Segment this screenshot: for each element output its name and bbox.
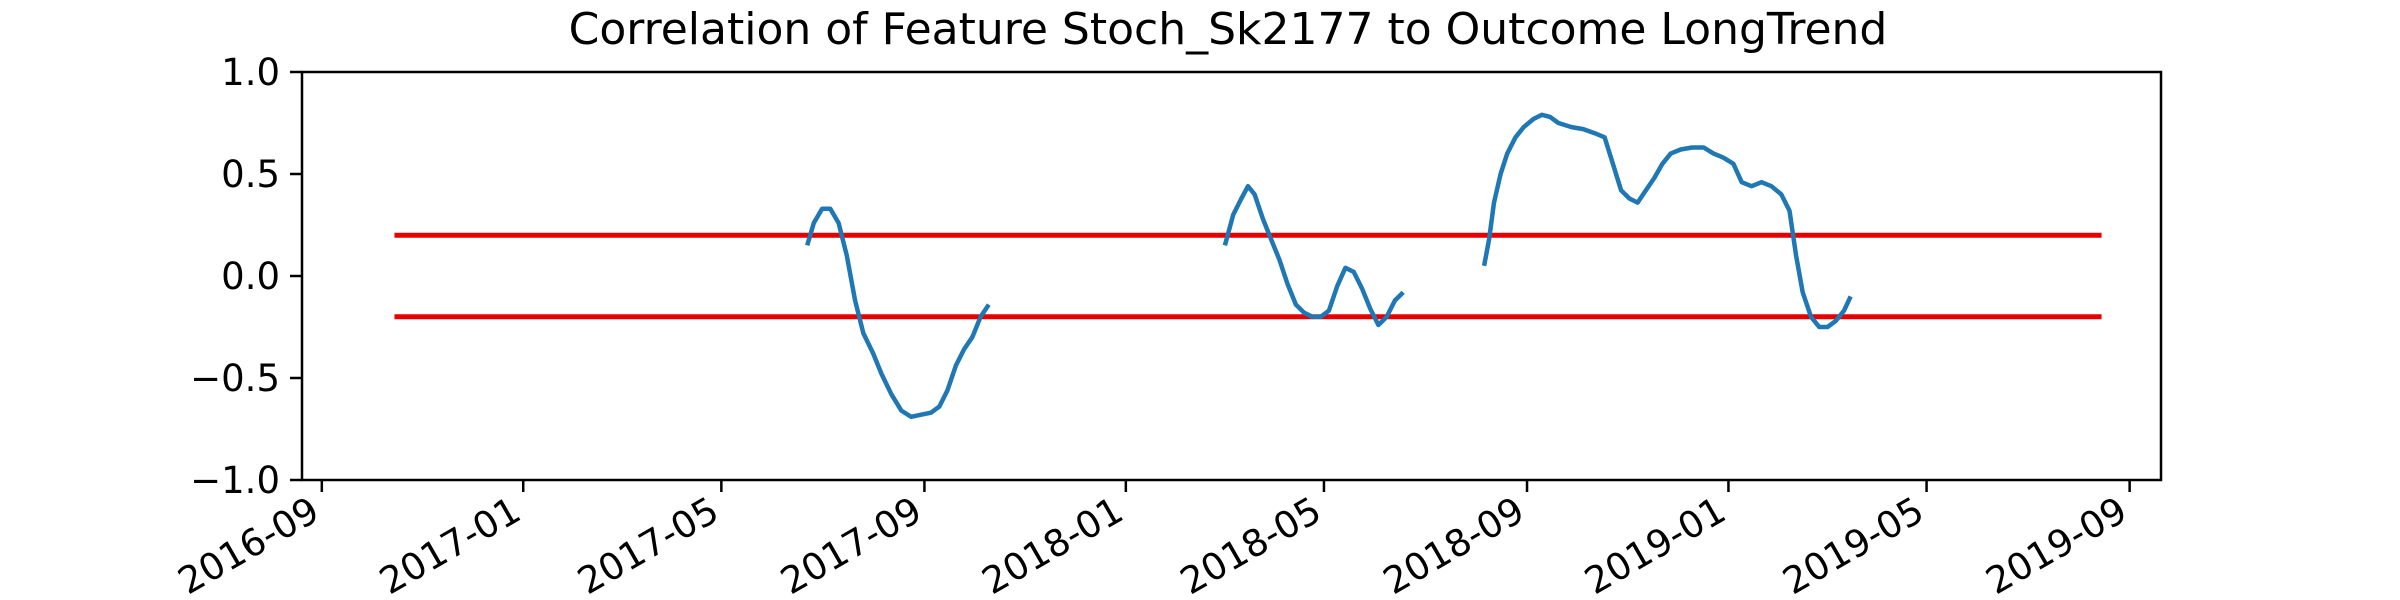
series-line-segment [1481, 112, 1853, 330]
plot-area [394, 112, 2102, 420]
x-tick-label: 2019-05 [1776, 489, 1931, 600]
x-tick-label: 2017-01 [372, 489, 527, 600]
x-tick-label: 2019-01 [1578, 489, 1733, 600]
x-tick-label: 2017-09 [774, 489, 929, 600]
y-tick-label: 0.5 [221, 153, 280, 196]
y-tick-label: 0.0 [221, 255, 280, 298]
x-tick-label: 2018-01 [975, 489, 1130, 600]
x-tick-label: 2019-09 [1979, 489, 2134, 600]
chart-title: Correlation of Feature Stoch_Sk2177 to O… [569, 4, 1888, 55]
x-tick-label: 2018-09 [1376, 489, 1531, 600]
y-tick-label: −0.5 [190, 357, 280, 400]
y-tick-label: −1.0 [190, 459, 280, 502]
plot-frame [300, 70, 2163, 482]
series-line-segment [805, 206, 991, 420]
x-axis: 2016-09 2017-01 2017-05 2017-09 2018-01 2018-… [171, 480, 2134, 600]
y-axis: 1.0 0.5 0.0 −0.5 −1.0 [190, 51, 302, 502]
x-tick-label: 2016-09 [171, 489, 326, 600]
x-tick-label: 2018-05 [1173, 489, 1328, 600]
x-tick-label: 2017-05 [570, 489, 725, 600]
series-line-segment [1222, 183, 1405, 328]
y-tick-label: 1.0 [221, 51, 280, 94]
